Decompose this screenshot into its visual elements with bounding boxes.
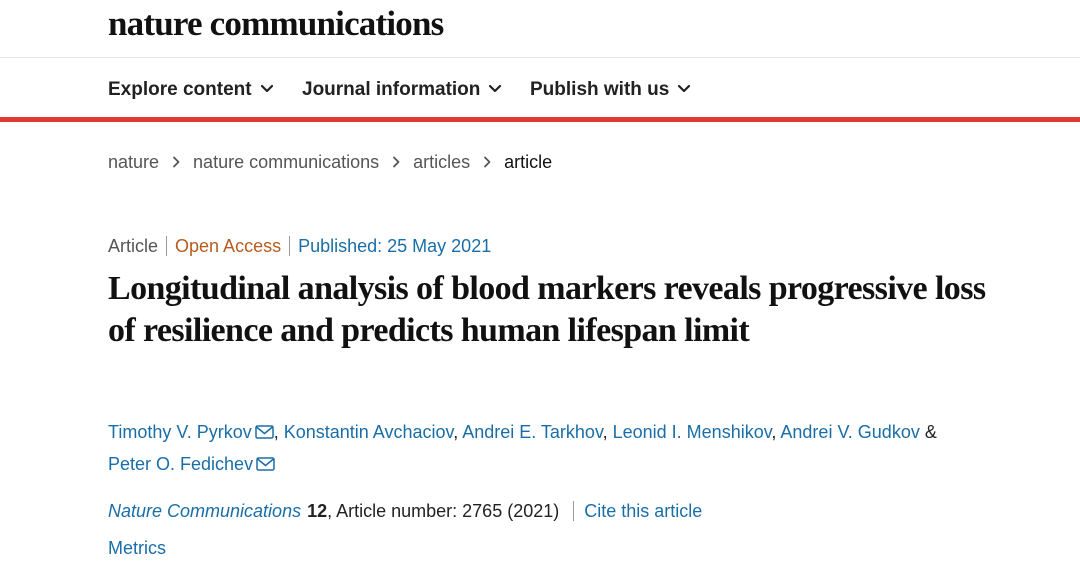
main-navigation: Explore content Journal information Publ…: [0, 58, 1080, 122]
open-access-badge: Open Access: [175, 236, 282, 256]
divider: [289, 236, 291, 256]
nav-journal-information[interactable]: Journal information: [302, 78, 502, 102]
breadcrumb-nature[interactable]: nature: [108, 152, 160, 172]
nav-item-label: Publish with us: [530, 79, 670, 100]
journal-logo[interactable]: nature communications: [108, 4, 444, 43]
published-date[interactable]: Published: 25 May 2021: [298, 236, 492, 256]
journal-name[interactable]: Nature Communications: [108, 501, 302, 521]
chevron-down-icon: [678, 84, 691, 93]
breadcrumb-articles[interactable]: articles: [413, 152, 471, 172]
volume-number: 12: [307, 501, 328, 521]
author-link[interactable]: Leonid I. Menshikov: [612, 422, 772, 442]
masthead: nature communications: [0, 0, 1080, 58]
chevron-right-icon: [484, 156, 491, 168]
chevron-down-icon: [489, 84, 502, 93]
divider: [573, 501, 575, 521]
author-list: Timothy V. Pyrkov, Konstantin Avchaciov,…: [108, 422, 937, 474]
author-ampersand: &: [924, 422, 937, 442]
author-link[interactable]: Andrei E. Tarkhov: [462, 422, 603, 442]
breadcrumb-current: article: [504, 152, 553, 172]
nav-item-label: Journal information: [302, 79, 481, 100]
breadcrumb-nature-communications[interactable]: nature communications: [193, 152, 380, 172]
metrics-link[interactable]: Metrics: [108, 538, 166, 558]
nav-explore-content[interactable]: Explore content: [108, 78, 274, 102]
nav-publish-with-us[interactable]: Publish with us: [530, 78, 691, 102]
article-meta: Article Open Access Published: 25 May 2021: [108, 234, 491, 258]
nav-item-label: Explore content: [108, 79, 252, 100]
divider: [166, 236, 168, 256]
chevron-down-icon: [260, 84, 273, 93]
author-link[interactable]: Timothy V. Pyrkov: [108, 422, 252, 442]
breadcrumb: nature nature communications articles artic…: [108, 150, 552, 174]
citation-line: Nature Communications 12, Article number:…: [108, 499, 702, 523]
article-title: Longitudinal analysis of blood markers r…: [108, 270, 986, 349]
author-link[interactable]: Peter O. Fedichev: [108, 454, 254, 474]
cite-this-article-link[interactable]: Cite this article: [584, 501, 703, 521]
author-link[interactable]: Andrei V. Gudkov: [780, 422, 920, 442]
chevron-right-icon: [393, 156, 400, 168]
envelope-icon[interactable]: [254, 425, 274, 439]
article-type: Article: [108, 236, 159, 256]
article-number: , Article number: 2765 (2021): [327, 501, 560, 521]
chevron-right-icon: [173, 156, 180, 168]
author-link[interactable]: Konstantin Avchaciov: [283, 422, 454, 442]
envelope-icon[interactable]: [256, 457, 275, 471]
